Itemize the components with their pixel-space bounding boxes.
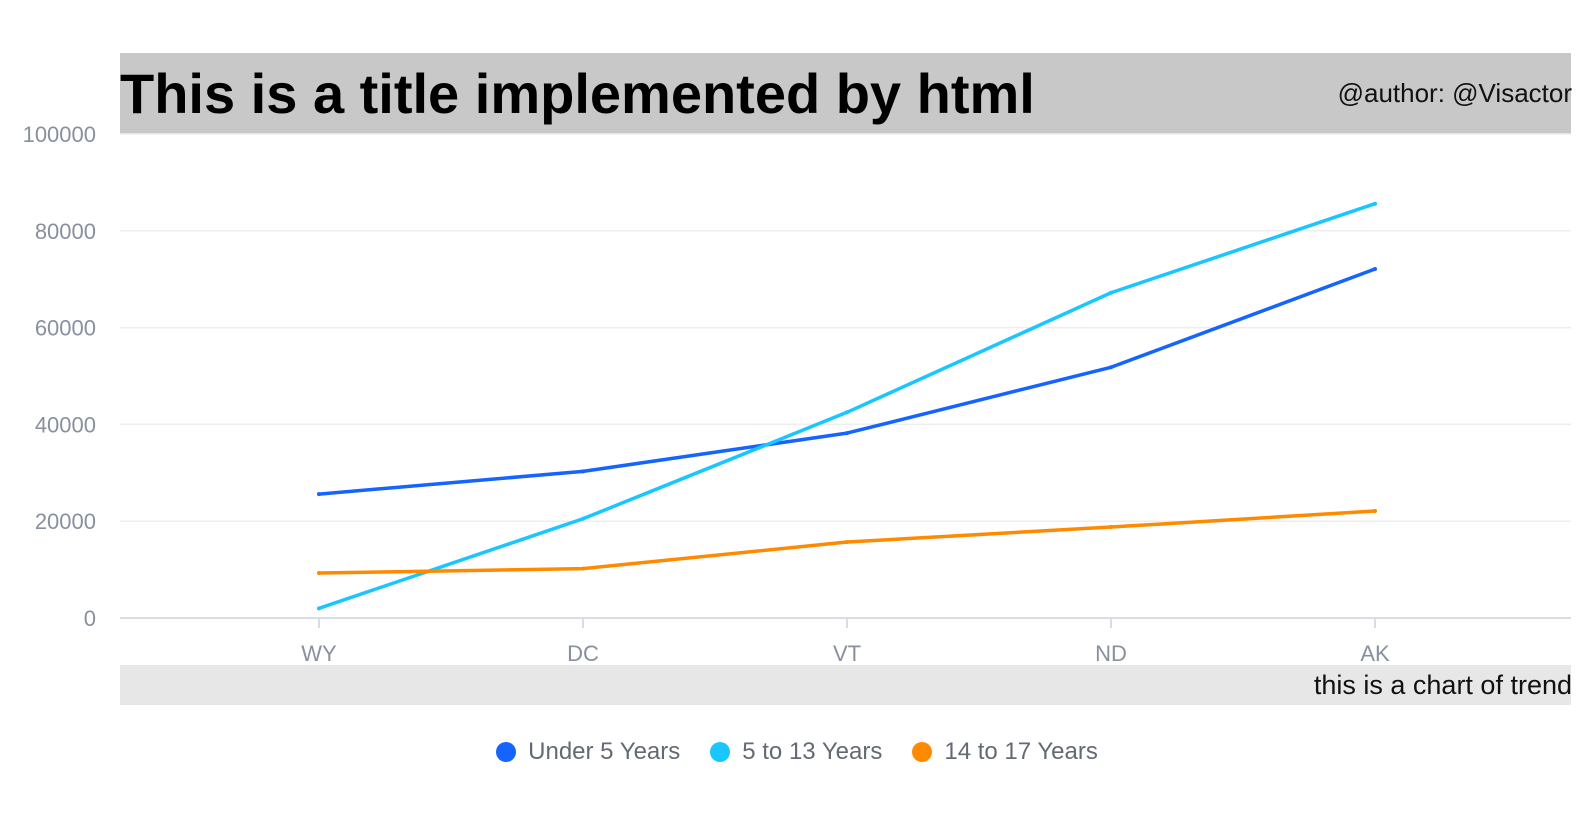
- y-tick-label: 80000: [35, 219, 96, 244]
- data-point[interactable]: [845, 410, 849, 415]
- data-point[interactable]: [317, 606, 321, 611]
- chart-caption: this is a chart of trend: [1313, 670, 1572, 700]
- data-point[interactable]: [317, 492, 321, 497]
- x-tick-label: WY: [301, 641, 337, 666]
- x-tick-label: ND: [1095, 641, 1127, 666]
- series-line-1[interactable]: [317, 201, 1377, 611]
- y-tick-label: 100000: [23, 122, 96, 147]
- legend-label-under-5: Under 5 Years: [528, 738, 681, 765]
- series-layer: [317, 201, 1377, 611]
- data-point[interactable]: [1373, 509, 1377, 514]
- data-point[interactable]: [1109, 365, 1113, 370]
- axis-layer: 0 20000 40000 60000 80000 100000 WY DC VT ND AK: [23, 122, 1571, 666]
- y-tick-label: 0: [84, 606, 96, 631]
- legend-label-5-to-13: 5 to 13 Years: [742, 738, 883, 765]
- chart-title: This is a title implemented by html: [120, 62, 1035, 125]
- data-point[interactable]: [1373, 267, 1377, 272]
- data-point[interactable]: [581, 469, 585, 474]
- data-point[interactable]: [1373, 201, 1377, 206]
- title-band: [120, 53, 1571, 134]
- y-tick-label: 40000: [35, 412, 96, 437]
- data-point[interactable]: [1109, 525, 1113, 530]
- y-tick-label: 60000: [35, 316, 96, 341]
- series-line-0[interactable]: [317, 267, 1377, 496]
- legend-item-5-to-13[interactable]: 5 to 13 Years: [710, 738, 882, 766]
- legend-item-14-to-17[interactable]: 14 to 17 Years: [912, 738, 1098, 766]
- legend-item-under-5[interactable]: Under 5 Years: [496, 738, 680, 766]
- legend-marker-under-5: [496, 742, 517, 762]
- grid-layer: [120, 133, 1571, 522]
- data-point[interactable]: [1109, 290, 1113, 295]
- y-tick-label: 20000: [35, 509, 96, 534]
- footer-band: [120, 665, 1571, 705]
- legend-marker-5-to-13: [710, 742, 731, 762]
- x-tick-label: VT: [833, 641, 861, 666]
- x-tick-label: DC: [567, 641, 599, 666]
- data-point[interactable]: [845, 431, 849, 436]
- data-point[interactable]: [317, 570, 321, 575]
- legend-label-14-to-17: 14 to 17 Years: [944, 738, 1098, 765]
- data-point[interactable]: [581, 516, 585, 521]
- data-point[interactable]: [845, 540, 849, 545]
- data-point[interactable]: [581, 566, 585, 571]
- legend: Under 5 Years 5 to 13 Years 14 to 17 Yea…: [0, 738, 1594, 766]
- x-tick-label: AK: [1360, 641, 1390, 666]
- legend-marker-14-to-17: [912, 742, 933, 762]
- author-label: @author: @Visactor: [1337, 78, 1572, 108]
